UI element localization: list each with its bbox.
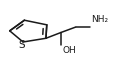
Text: NH₂: NH₂ [90,15,107,24]
Text: S: S [18,40,25,50]
Text: OH: OH [62,46,76,55]
